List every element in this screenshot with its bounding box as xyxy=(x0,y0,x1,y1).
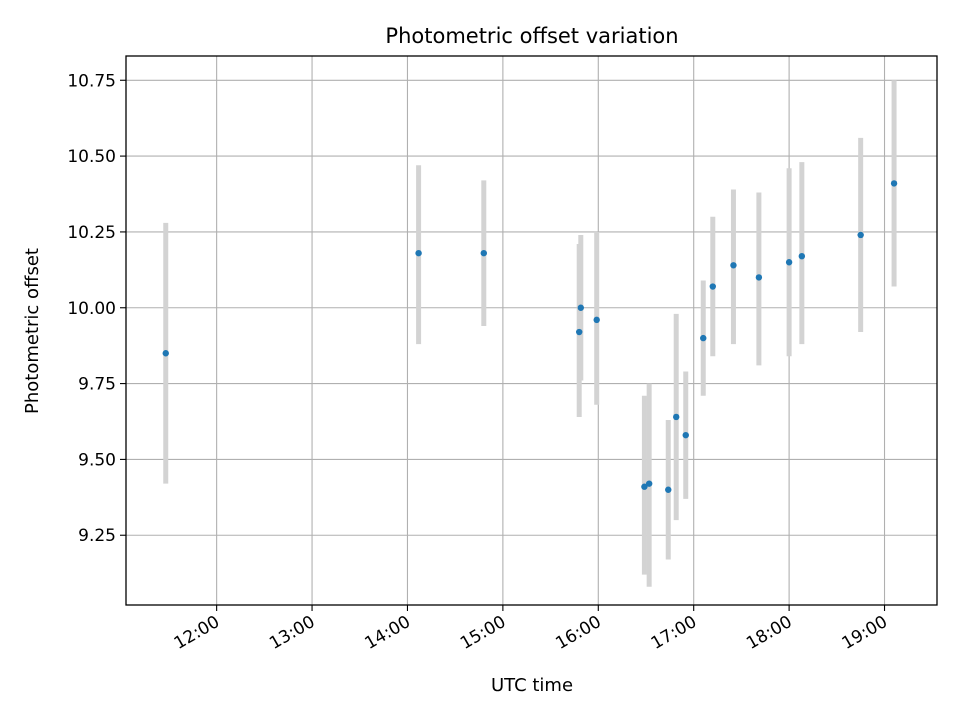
data-point xyxy=(593,316,600,324)
data-point xyxy=(162,350,169,357)
data-point xyxy=(480,249,487,257)
data-point xyxy=(641,483,648,490)
y-tick-label: 10.75 xyxy=(67,71,116,91)
data-point xyxy=(577,304,584,311)
y-tick-label: 10.00 xyxy=(67,299,116,319)
x-axis-label: UTC time xyxy=(491,675,573,696)
data-point xyxy=(730,262,737,269)
y-tick-label: 9.50 xyxy=(78,450,116,470)
chart-title: Photometric offset variation xyxy=(385,24,678,48)
data-point xyxy=(415,249,422,257)
y-tick-label: 10.25 xyxy=(67,223,116,243)
data-point xyxy=(785,259,793,266)
y-tick-label: 9.75 xyxy=(78,375,116,395)
data-point xyxy=(682,431,689,439)
data-point xyxy=(576,328,583,336)
data-point xyxy=(798,252,806,260)
data-point xyxy=(665,486,672,493)
data-point xyxy=(857,231,864,239)
y-tick-label: 9.25 xyxy=(78,526,116,546)
data-point xyxy=(673,413,680,421)
data-point xyxy=(890,180,898,187)
y-tick-label: 10.50 xyxy=(67,147,116,167)
data-point xyxy=(709,283,716,290)
y-axis-label: Photometric offset xyxy=(22,248,43,414)
y-axis: 9.25 9.50 9.75 10.00 10.25 10.50 10.75 xyxy=(67,71,126,546)
data-point xyxy=(645,480,653,487)
data-point xyxy=(700,334,707,342)
data-markers xyxy=(162,180,898,493)
data-point xyxy=(755,274,763,281)
plot-frame xyxy=(125,55,938,606)
